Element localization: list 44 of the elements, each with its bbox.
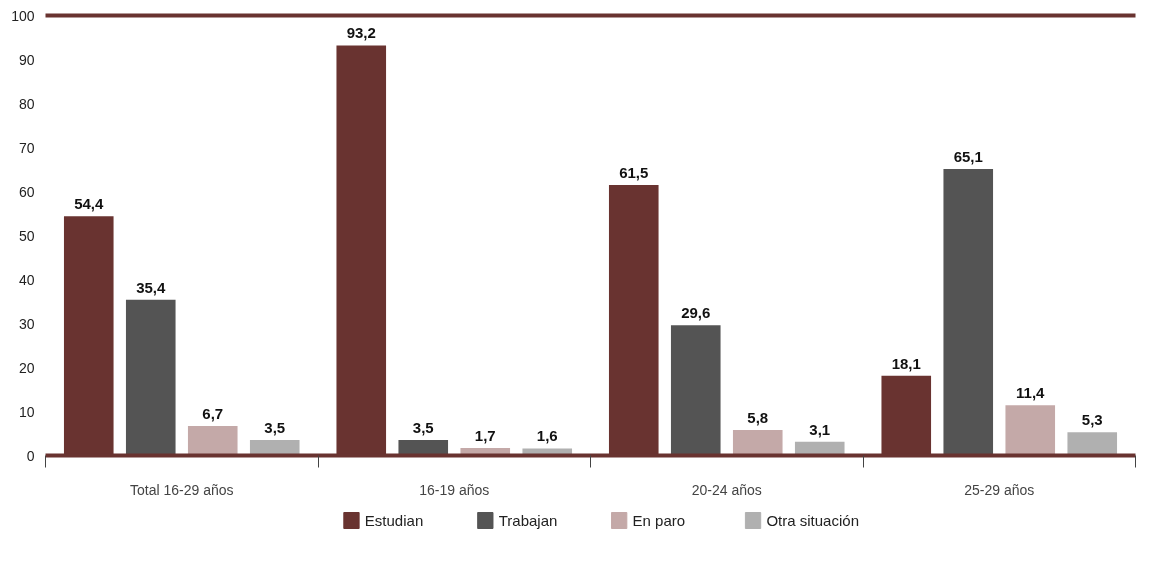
y-tick-label: 20: [18, 359, 35, 376]
bar: [249, 440, 300, 456]
legend-label: Otra situación: [766, 512, 859, 529]
y-tick-label: 50: [18, 227, 35, 244]
data-label: 5,8: [747, 408, 769, 426]
data-label: 65,1: [953, 148, 983, 166]
y-tick-label: 80: [18, 95, 35, 112]
y-tick-label: 70: [18, 139, 35, 156]
legend-label: Trabajan: [498, 512, 558, 529]
data-label: 61,5: [619, 163, 649, 181]
x-tick-label: 20-24 años: [691, 481, 762, 498]
data-label: 11,4: [1016, 384, 1046, 402]
data-label: 18,1: [891, 354, 921, 372]
y-tick-label: 10: [18, 403, 35, 420]
x-tick-label: 25-29 años: [964, 481, 1035, 498]
data-label: 54,4: [74, 195, 105, 213]
y-tick-label: 30: [18, 315, 35, 332]
bar: [125, 299, 176, 456]
bar: [1067, 432, 1118, 456]
data-label: 1,7: [474, 427, 496, 445]
bar: [1005, 405, 1056, 456]
y-tick-label: 100: [11, 7, 35, 24]
y-tick-label: 60: [18, 183, 35, 200]
bar: [187, 426, 238, 456]
x-tick-label: Total 16-29 años: [129, 481, 234, 498]
legend-label: En paro: [632, 512, 686, 529]
y-tick-label: 90: [18, 51, 35, 68]
bar: [943, 169, 994, 456]
data-label: 6,7: [202, 405, 224, 423]
bar: [670, 325, 721, 456]
data-label: 3,5: [264, 419, 286, 437]
data-label: 5,3: [1081, 411, 1103, 429]
bar: [732, 429, 783, 456]
y-tick-label: 40: [18, 271, 35, 288]
data-label: 1,6: [536, 427, 558, 445]
data-label: 3,5: [412, 419, 434, 437]
y-tick-label: 0: [26, 447, 35, 464]
legend-label: Estudian: [364, 512, 424, 529]
data-label: 3,1: [809, 420, 831, 438]
x-tick-label: 16-19 años: [419, 481, 490, 498]
data-label: 35,4: [136, 278, 167, 296]
bar: [398, 440, 449, 456]
data-label: 93,2: [346, 24, 376, 42]
data-label: 29,6: [681, 304, 711, 322]
